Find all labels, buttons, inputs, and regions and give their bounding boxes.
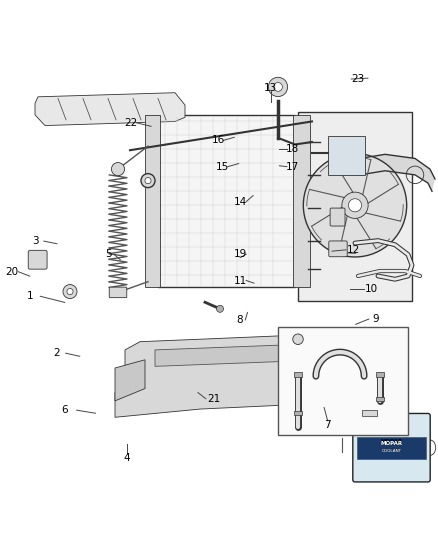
FancyBboxPatch shape <box>109 287 127 297</box>
Text: 22: 22 <box>124 118 137 128</box>
Text: 18: 18 <box>286 144 299 154</box>
Circle shape <box>63 285 77 298</box>
Bar <box>328 136 365 175</box>
Bar <box>293 373 302 377</box>
Polygon shape <box>370 343 395 368</box>
Circle shape <box>342 192 368 219</box>
FancyBboxPatch shape <box>329 241 347 257</box>
Text: 3: 3 <box>32 236 39 246</box>
Text: 13: 13 <box>264 83 277 93</box>
Bar <box>293 115 310 287</box>
Circle shape <box>274 83 283 91</box>
FancyBboxPatch shape <box>28 251 47 269</box>
Circle shape <box>349 199 362 212</box>
Text: 21: 21 <box>207 394 220 404</box>
Text: 5: 5 <box>105 249 112 259</box>
Text: 23: 23 <box>352 74 365 84</box>
Text: 9: 9 <box>372 314 379 324</box>
Bar <box>376 397 385 401</box>
Polygon shape <box>115 360 145 401</box>
FancyBboxPatch shape <box>353 414 430 482</box>
Bar <box>158 115 295 287</box>
Polygon shape <box>115 331 395 417</box>
Text: 11: 11 <box>233 276 247 286</box>
Text: 6: 6 <box>61 405 68 415</box>
Text: 19: 19 <box>233 249 247 259</box>
Text: COOLANT: COOLANT <box>381 448 402 452</box>
Polygon shape <box>35 93 185 126</box>
Circle shape <box>293 334 303 344</box>
Bar <box>376 373 385 377</box>
Polygon shape <box>155 342 370 366</box>
Bar <box>293 411 302 415</box>
Text: 12: 12 <box>347 245 360 255</box>
Bar <box>357 437 426 459</box>
Polygon shape <box>360 155 435 191</box>
Bar <box>278 327 408 435</box>
Circle shape <box>268 77 288 96</box>
Text: 20: 20 <box>6 266 19 277</box>
Bar <box>298 111 412 301</box>
FancyBboxPatch shape <box>330 208 345 226</box>
Text: 14: 14 <box>233 197 247 207</box>
Text: 10: 10 <box>365 284 378 294</box>
Bar <box>145 115 160 287</box>
Circle shape <box>145 177 151 184</box>
Circle shape <box>141 174 155 188</box>
Text: MOPAR: MOPAR <box>381 439 403 443</box>
Text: 4: 4 <box>124 454 131 463</box>
Text: COOLANT: COOLANT <box>381 449 402 453</box>
Circle shape <box>111 163 124 176</box>
Text: 15: 15 <box>216 161 229 172</box>
Text: 17: 17 <box>286 161 299 172</box>
Bar <box>362 410 377 416</box>
Circle shape <box>67 288 73 295</box>
Text: 8: 8 <box>237 315 244 325</box>
Text: 7: 7 <box>324 420 331 430</box>
Text: 16: 16 <box>212 135 225 146</box>
Text: 1: 1 <box>26 291 33 301</box>
Text: MOPAR: MOPAR <box>381 441 403 446</box>
Circle shape <box>304 154 407 257</box>
Text: 2: 2 <box>53 348 60 358</box>
Circle shape <box>216 305 223 312</box>
